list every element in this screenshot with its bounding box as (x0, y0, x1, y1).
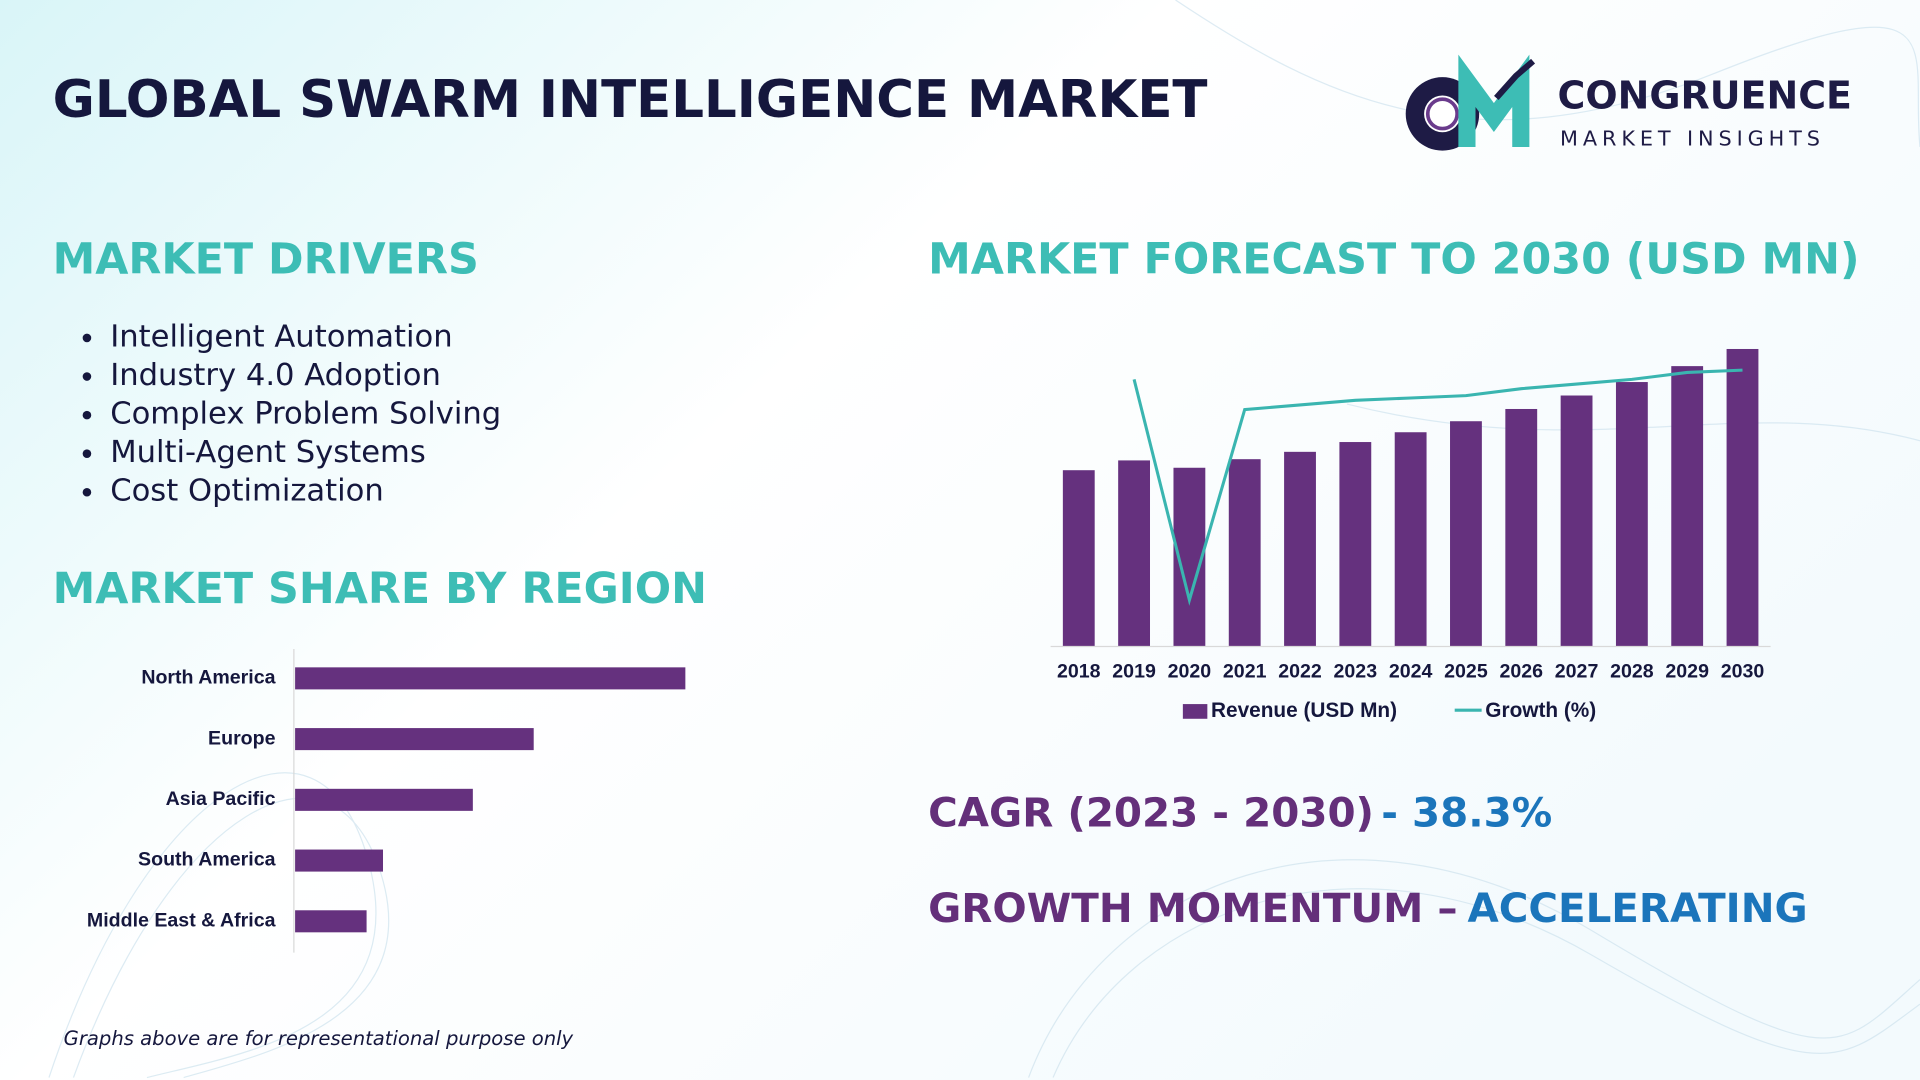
footnote: Graphs above are for representational pu… (64, 1027, 574, 1050)
legend-swatch (1182, 704, 1208, 719)
legend-label: Growth (%) (1485, 699, 1596, 722)
chart-title: MARKET FORECAST TO 2030 (USD MN) (928, 235, 1859, 285)
cagr-label: CAGR (2023 - 2030) (928, 789, 1374, 837)
bar (295, 849, 384, 872)
bar (1394, 432, 1427, 647)
driver: Complex Problem Solving (110, 397, 501, 432)
logo-name: CONGRUENCE (1558, 73, 1852, 117)
category-label: North America (141, 667, 276, 689)
chart-title: MARKET SHARE BY REGION (53, 564, 707, 614)
bar (295, 667, 686, 690)
x-tick-label: 2026 (1499, 660, 1543, 682)
bar (1118, 460, 1151, 647)
logo-tagline: MARKET INSIGHTS (1560, 127, 1825, 151)
x-tick-label: 2025 (1444, 660, 1488, 682)
x-tick-label: 2029 (1665, 660, 1709, 682)
page-title: GLOBAL SWARM INTELLIGENCE MARKET (53, 70, 1208, 130)
driver: Intelligent Automation (110, 319, 452, 354)
drivers-heading: MARKET DRIVERS (53, 235, 479, 285)
x-tick-label: 2019 (1112, 660, 1156, 682)
bar (1062, 470, 1095, 647)
driver: Multi-Agent Systems (110, 435, 426, 470)
x-tick-label: 2028 (1610, 660, 1654, 682)
bar (295, 910, 367, 933)
bar (1450, 421, 1482, 647)
bar (1228, 459, 1261, 647)
bullet (82, 410, 92, 420)
momentum-value: ACCELERATING (1467, 884, 1807, 932)
category-label: South America (138, 849, 277, 871)
driver: Cost Optimization (110, 474, 384, 509)
x-tick-label: 2023 (1334, 660, 1378, 682)
bar (1671, 366, 1704, 647)
x-tick-label: 2018 (1057, 660, 1101, 682)
bar (1615, 382, 1648, 647)
bullet (82, 449, 92, 458)
x-tick-label: 2030 (1721, 660, 1765, 682)
category-label: Asia Pacific (166, 788, 276, 810)
bar (295, 788, 473, 811)
x-tick-label: 2021 (1223, 660, 1267, 682)
logo-m (1458, 54, 1530, 147)
cagr-value: - 38.3% (1381, 789, 1552, 837)
bar (1339, 442, 1372, 647)
bar (1284, 451, 1316, 647)
bullet (82, 487, 92, 497)
logo-arrow (1494, 58, 1536, 100)
x-tick-label: 2020 (1168, 660, 1212, 682)
x-tick-label: 2024 (1389, 660, 1433, 682)
x-tick-label: 2027 (1555, 660, 1599, 682)
legend-label: Revenue (USD Mn) (1211, 699, 1397, 722)
bar (295, 728, 534, 751)
bar (1726, 348, 1759, 647)
bullet (82, 333, 92, 343)
momentum: GROWTH MOMENTUM – ACCELERATING (928, 884, 1808, 932)
drivers-list: Intelligent Automation Industry 4.0 Adopt… (82, 319, 501, 509)
logo-globe-ring (1425, 97, 1459, 131)
category-label: Europe (208, 727, 276, 749)
driver: Industry 4.0 Adoption (110, 358, 441, 393)
growth-line (1132, 368, 1743, 606)
x-tick-label: 2022 (1278, 660, 1322, 682)
bullet (82, 372, 92, 381)
logo: CONGRUENCE MARKET INSIGHTS (1405, 54, 1852, 151)
category-label: Middle East & Africa (87, 909, 277, 931)
bar (1560, 395, 1593, 647)
bar (1505, 408, 1538, 647)
momentum-label: GROWTH MOMENTUM – (928, 884, 1457, 932)
